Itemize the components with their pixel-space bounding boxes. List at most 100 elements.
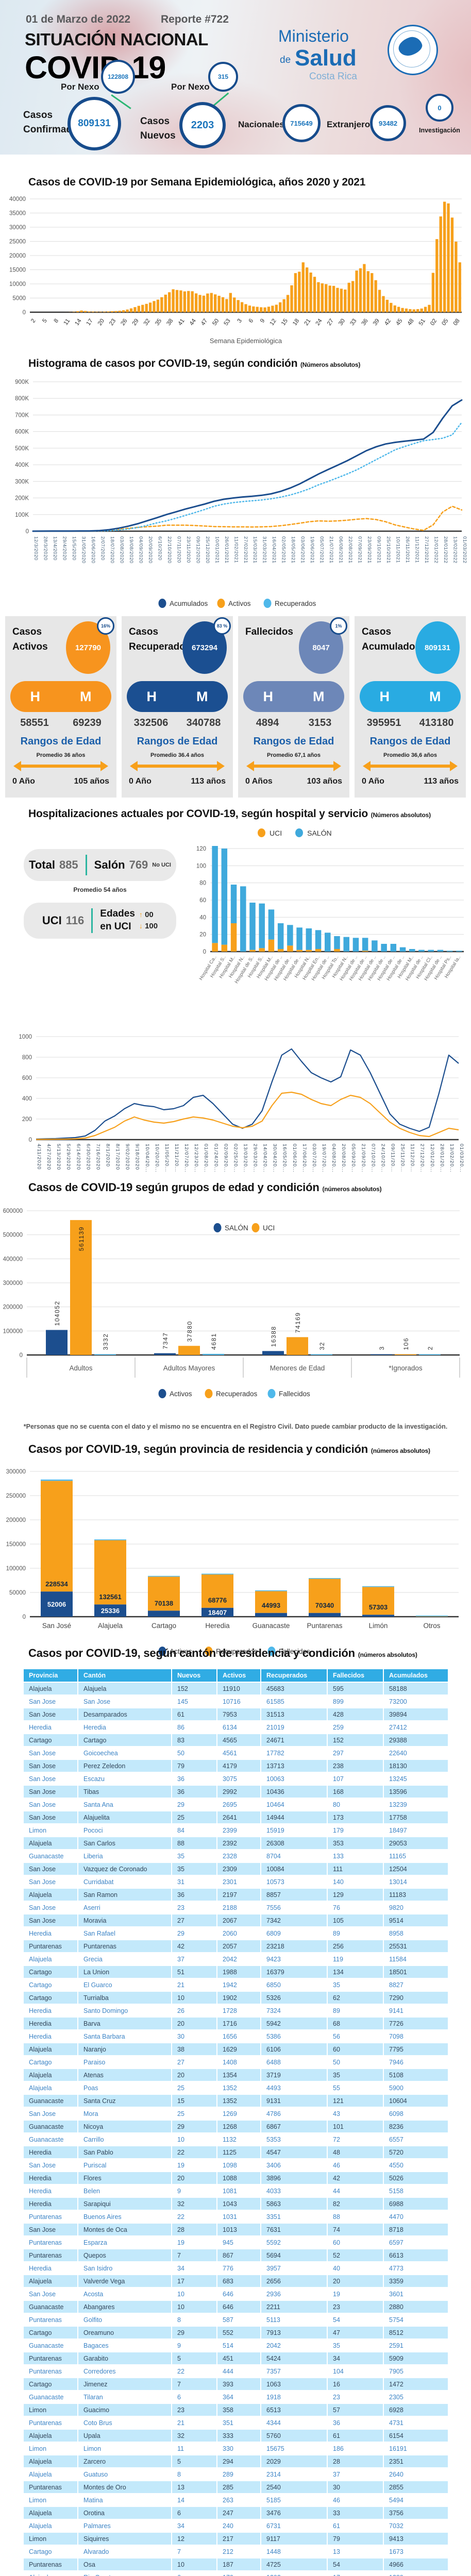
recuperados-value-label: 132561 — [99, 1593, 121, 1601]
hosp-promedio: Promedio 54 años — [73, 886, 127, 893]
tick-label: 03/06/2021 — [300, 536, 306, 564]
table-cell: Cartago — [24, 2546, 77, 2557]
legend-label: Activos — [170, 1648, 192, 1655]
bar — [443, 201, 446, 312]
table-cell: 2067 — [217, 1914, 260, 1926]
bar — [271, 306, 274, 312]
table-row: San Jose Moravia 27 2067 7342 105 9514 — [24, 1914, 448, 1926]
table-cell: 6154 — [384, 2430, 448, 2442]
table-cell: El Guarco — [78, 1979, 171, 1991]
condition-cards: Casos Activos 127790 16% H M 58551 69239 Rangos … — [5, 616, 466, 798]
ministry-name-de: de — [280, 55, 291, 65]
bar — [248, 306, 251, 312]
table-cell: Belen — [78, 2185, 171, 2197]
table-row: San Jose Perez Zeledon 79 4179 13713 238 18130 — [24, 1760, 448, 1772]
tick-label: 23 — [108, 318, 117, 327]
table-row: Alajuela Orotina 6 247 3476 33 3756 — [24, 2507, 448, 2519]
table-cell: 5760 — [261, 2430, 327, 2442]
recuperados-segment — [201, 1574, 233, 1608]
value-label: 3332 — [102, 1333, 109, 1350]
table-cell: 17 — [328, 2571, 383, 2576]
table-cell: 36 — [172, 1889, 216, 1901]
table-row: Cartago Jimenez 7 393 1063 16 1472 — [24, 2378, 448, 2390]
table-cell: 1352 — [217, 2095, 260, 2107]
table-cell: 17758 — [384, 1811, 448, 1823]
table-cell: Moravia — [78, 1914, 171, 1926]
bar — [133, 307, 137, 312]
table-cell: 4565 — [217, 1734, 260, 1746]
table-cell: San Jose — [24, 2108, 77, 2120]
bar — [405, 308, 408, 312]
table-cell: 9131 — [261, 2095, 327, 2107]
uci-age-range: ↑ 00 ↓ 100 — [139, 909, 158, 933]
table-cell: Guanacaste — [24, 2340, 77, 2351]
tick-label: 0 — [26, 529, 29, 535]
table-cell: 2591 — [384, 2340, 448, 2351]
table-cell: 60 — [328, 2043, 383, 2055]
bar — [187, 291, 190, 312]
legend-label: Acumulados — [170, 600, 208, 607]
bar — [206, 293, 209, 312]
table-cell: 22 — [172, 2211, 216, 2223]
table-cell: 29 — [172, 2327, 216, 2338]
province-label: San José — [42, 1622, 71, 1630]
age-range-arrow-icon — [130, 761, 225, 771]
tick-label: 27/02/2021 — [243, 536, 248, 564]
bar — [263, 307, 266, 312]
table-row: Puntarenas Coto Brus 21 351 4344 36 4731 — [24, 2417, 448, 2429]
bar — [137, 306, 141, 312]
age-range-label: Rangos de Edad — [253, 736, 334, 747]
tick-label: 07/10/20... — [370, 1144, 376, 1173]
table-cell: 6 — [172, 2391, 216, 2403]
bar — [194, 293, 198, 312]
table-cell: 5108 — [384, 2069, 448, 2081]
table-cell: Alajuelita — [78, 1811, 171, 1823]
table-cell: Alajuela — [24, 2275, 77, 2287]
table-cell: Alajuela — [24, 2069, 77, 2081]
m-value: 413180 — [419, 717, 454, 728]
tick-label: 25/10/2021 — [385, 536, 391, 564]
table-cell: 61 — [328, 2520, 383, 2532]
table-row: Guanacaste Nicoya 29 1268 6867 101 8236 — [24, 2121, 448, 2132]
table-cell: 6928 — [384, 2404, 448, 2416]
table-cell: 50 — [172, 1747, 216, 1759]
table-cell: 1408 — [217, 2056, 260, 2068]
tick-label: 51 — [418, 318, 427, 327]
bar-fallecidos — [94, 1354, 116, 1355]
age-max: 113 años — [191, 777, 226, 786]
hospitalizations-title: Hospitalizaciones actuales por COVID-19,… — [28, 808, 431, 820]
m-value: 69239 — [73, 717, 102, 728]
table-cell: 587 — [217, 2314, 260, 2326]
table-cell: Santa Ana — [78, 1799, 171, 1810]
fallecidos-segment — [41, 1479, 73, 1481]
tick-label: 16/04/2021 — [271, 536, 277, 564]
table-cell: 170 — [217, 2571, 260, 2576]
bar — [229, 293, 232, 312]
province-label: Otros — [423, 1622, 440, 1630]
confirmados-label-1: Casos — [23, 110, 53, 121]
average-age: Promedio 36 años — [36, 752, 86, 758]
tick-label: 11 — [63, 318, 72, 327]
table-cell: Liberia — [78, 1850, 171, 1862]
table-cell: 187 — [217, 2558, 260, 2570]
table-cell: 3719 — [261, 2069, 327, 2081]
age-group-chart: 0 100000 200000 300000 400000 500000 600000 104… — [3, 1208, 460, 1398]
age-range-label: Rangos de Edad — [369, 736, 451, 747]
table-cell: 4179 — [217, 1760, 260, 1772]
tick-label: 13/4/2020 — [52, 536, 58, 561]
table-cell: 4725 — [261, 2558, 327, 2570]
table-cell: 7953 — [217, 1708, 260, 1720]
table-cell: Alajuela — [24, 2507, 77, 2519]
bar — [179, 290, 182, 312]
table-cell: 3359 — [384, 2275, 448, 2287]
table-cell: 5 — [172, 2352, 216, 2364]
table-cell: 35 — [172, 1850, 216, 1862]
table-cell: 8 — [172, 2314, 216, 2326]
table-cell: Tibas — [78, 1786, 171, 1798]
table-cell: 333 — [217, 2430, 260, 2442]
divider — [85, 855, 87, 875]
report-date: 01 de Marzo de 2022 — [26, 13, 131, 25]
page-title-line1: SITUACIÓN NACIONAL — [25, 30, 208, 49]
province-chart-title-text: Casos por COVID-19, según provincia de r… — [28, 1443, 368, 1455]
tick-label: 01/03/20... — [459, 1144, 464, 1173]
